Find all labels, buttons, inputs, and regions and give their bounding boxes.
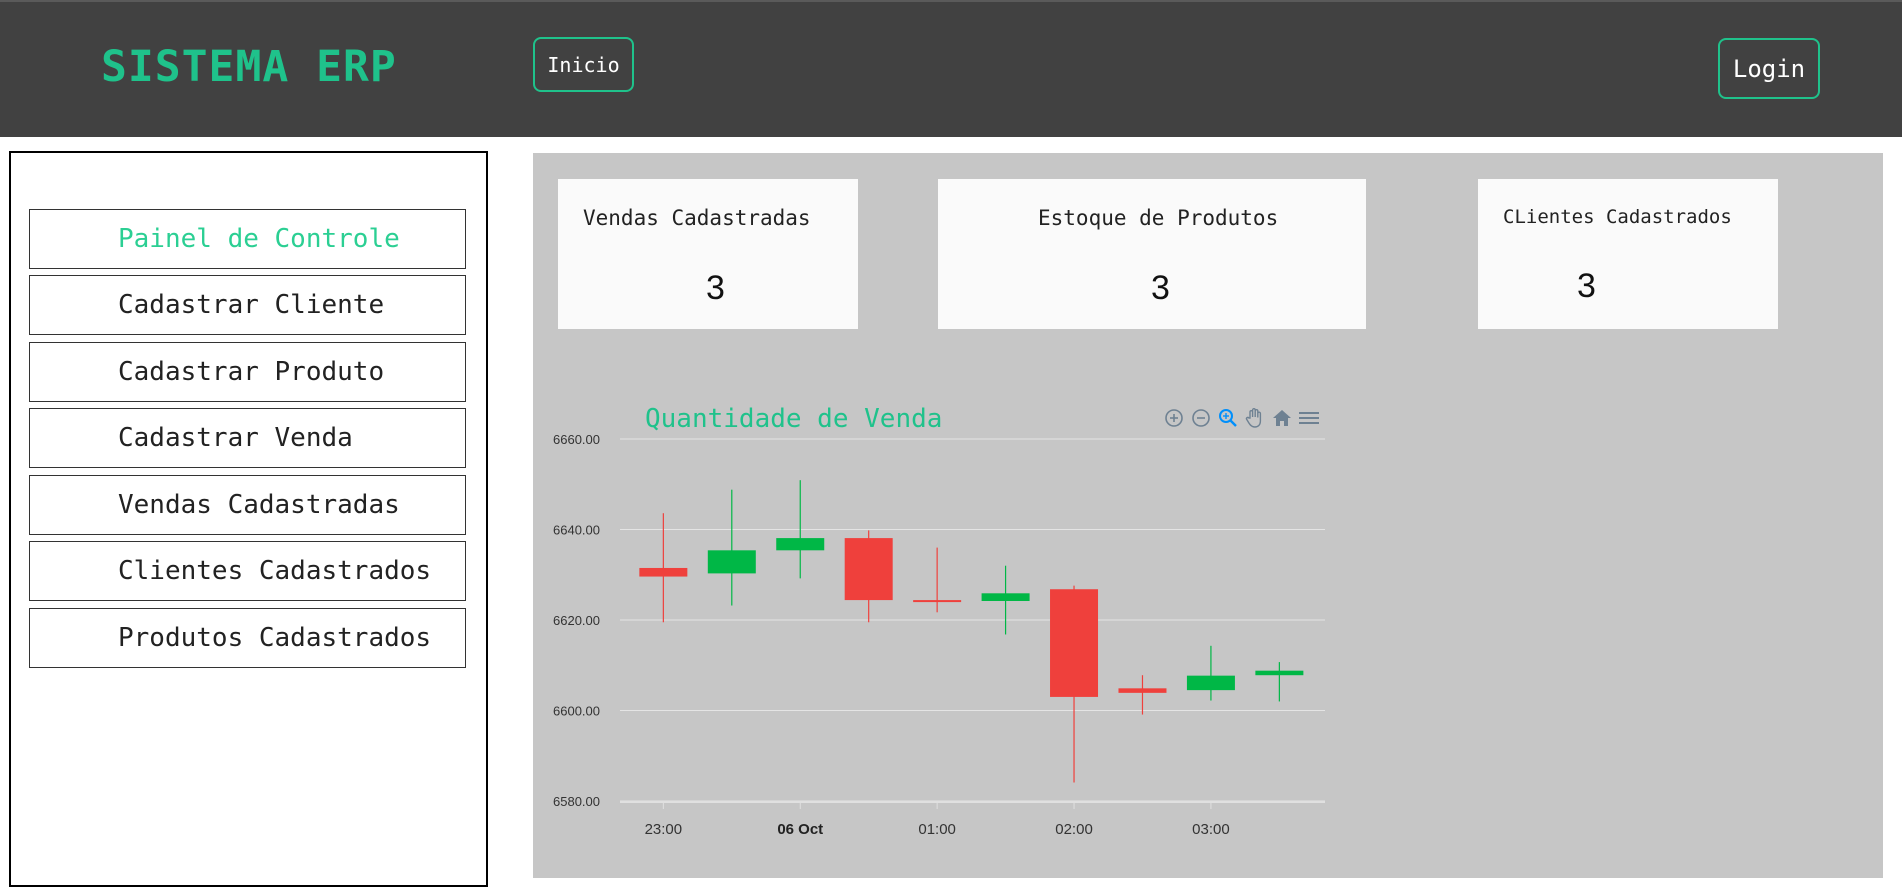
candlestick-chart: 6660.00 6640.00 6620.00 6600.00 6580.00 23:00… — [553, 432, 1325, 838]
card-value: 3 — [1151, 269, 1170, 307]
candle-body-up — [776, 538, 825, 551]
candle-body-down — [913, 600, 962, 603]
candle-body-down — [844, 538, 893, 601]
x-tick-label: 03:00 — [1192, 821, 1230, 838]
zoom-out-icon[interactable] — [1190, 407, 1212, 429]
pan-hand-icon[interactable] — [1244, 407, 1266, 429]
x-tick-label: 01:00 — [918, 821, 956, 838]
card-value: 3 — [706, 269, 725, 307]
candle-body-up — [981, 593, 1030, 601]
sidebar-item-painel-de-controle[interactable]: Painel de Controle — [29, 209, 466, 269]
candle-body-down — [1050, 589, 1099, 697]
chart-title: Quantidade de Venda — [645, 404, 943, 434]
sidebar-item-cadastrar-venda[interactable]: Cadastrar Venda — [29, 408, 466, 468]
x-tick-label: 02:00 — [1055, 821, 1093, 838]
card-estoque-de-produtos: Estoque de Produtos 3 — [938, 179, 1366, 329]
chart-toolbar — [1163, 406, 1320, 430]
candle-body-down — [639, 567, 688, 577]
x-tick-label: 06 Oct — [777, 821, 823, 838]
card-vendas-cadastradas: Vendas Cadastradas 3 — [558, 179, 858, 329]
card-clientes-cadastrados: CLientes Cadastrados 3 — [1478, 179, 1778, 329]
sidebar-item-clientes-cadastrados[interactable]: Clientes Cadastrados — [29, 541, 466, 601]
candle-body-down — [1118, 688, 1167, 693]
card-title: Vendas Cadastradas — [583, 206, 811, 230]
card-title: Estoque de Produtos — [1038, 206, 1279, 230]
home-icon[interactable] — [1271, 407, 1293, 429]
y-tick-label: 6580.00 — [553, 794, 600, 809]
x-tick-label: 23:00 — [645, 821, 683, 838]
top-header: SISTEMA ERP Inicio Login — [0, 0, 1902, 137]
candle-body-up — [1186, 675, 1235, 691]
app-brand-title: SISTEMA ERP — [101, 42, 397, 92]
sidebar-item-cadastrar-produto[interactable]: Cadastrar Produto — [29, 342, 466, 402]
menu-icon[interactable] — [1298, 407, 1320, 429]
zoom-in-icon[interactable] — [1163, 407, 1185, 429]
card-value: 3 — [1577, 267, 1596, 305]
card-title: CLientes Cadastrados — [1503, 206, 1732, 228]
y-tick-label: 6620.00 — [553, 613, 600, 628]
sidebar-item-vendas-cadastradas[interactable]: Vendas Cadastradas — [29, 475, 466, 535]
inicio-button[interactable]: Inicio — [533, 37, 634, 92]
candle-body-up — [1255, 670, 1304, 676]
y-tick-label: 6660.00 — [553, 432, 600, 447]
candle-body-up — [707, 550, 756, 574]
y-tick-label: 6640.00 — [553, 523, 600, 538]
sidebar-menu: Painel de Controle Cadastrar Cliente Cad… — [9, 151, 488, 887]
sidebar-item-cadastrar-cliente[interactable]: Cadastrar Cliente — [29, 275, 466, 335]
sidebar-item-produtos-cadastrados[interactable]: Produtos Cadastrados — [29, 608, 466, 668]
magnifier-icon[interactable] — [1217, 407, 1239, 429]
y-tick-label: 6600.00 — [553, 704, 600, 719]
login-button[interactable]: Login — [1718, 38, 1820, 99]
